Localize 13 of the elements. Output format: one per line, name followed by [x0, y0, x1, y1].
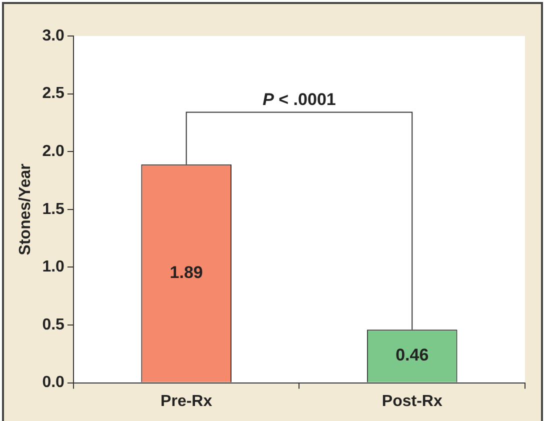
data-label: 1.89 — [170, 262, 203, 282]
x-tick-label: Post-Rx — [382, 392, 442, 410]
y-axis-title: Stones/Year — [17, 164, 34, 256]
y-tick-label: 3.0 — [42, 27, 65, 44]
data-label: 0.46 — [396, 346, 429, 365]
y-tick-label: 0.0 — [42, 374, 65, 392]
y-tick-label: 1.0 — [42, 258, 65, 276]
y-tick-label: 2.5 — [42, 85, 65, 102]
y-tick-label: 2.0 — [42, 143, 65, 160]
x-tick-label: Pre-Rx — [160, 392, 212, 410]
y-tick-label: 1.5 — [42, 200, 65, 218]
y-tick-label: 0.5 — [42, 316, 65, 334]
annotation: P < .0001 — [262, 90, 336, 109]
